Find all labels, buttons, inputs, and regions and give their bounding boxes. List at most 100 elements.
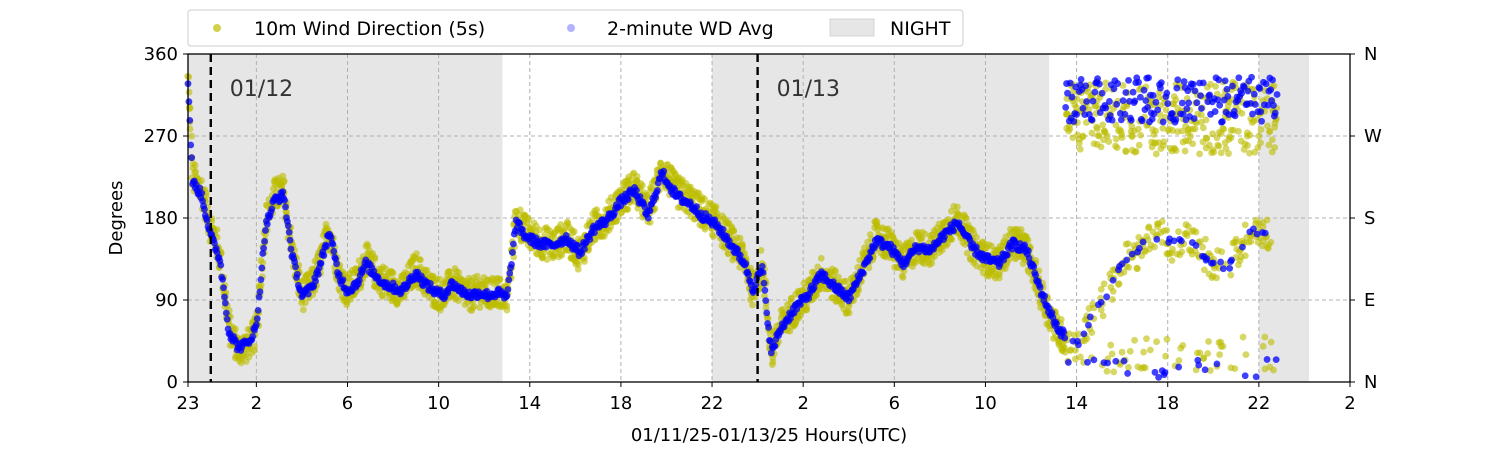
avg-point-1070: [1159, 118, 1167, 126]
raw-point-2557: [1203, 135, 1211, 142]
avg-point-1130: [1214, 96, 1222, 104]
avg-point-107: [282, 203, 289, 211]
raw-point-1319: [710, 232, 717, 240]
raw-point-291: [299, 306, 307, 314]
raw-point-801: [503, 302, 511, 310]
raw-point-488: [379, 293, 387, 300]
avg-point-1131: [1215, 76, 1223, 84]
raw-point-1659: [845, 309, 853, 317]
raw-point-1387: [736, 234, 744, 242]
raw-point-1915: [948, 236, 955, 243]
raw-point-2587: [1216, 351, 1224, 359]
raw-point-1825: [912, 259, 919, 267]
raw-point-2565: [1206, 367, 1214, 374]
raw-point-2360: [1124, 364, 1132, 371]
avg-point-3: [187, 141, 195, 149]
raw-point-2353: [1122, 148, 1130, 156]
raw-point-470: [371, 255, 379, 263]
x-tick-label-12: 22: [1247, 393, 1270, 414]
avg-point-1024: [1117, 116, 1125, 124]
raw-point-2404: [1143, 335, 1150, 343]
avg-point-1043: [1135, 78, 1142, 86]
raw-point-2454: [1163, 335, 1171, 343]
avg-point-990: [1086, 313, 1094, 321]
avg-point-741: [859, 269, 867, 277]
raw-point-2537: [1196, 349, 1204, 357]
avg-point-1030: [1123, 256, 1131, 264]
avg-point-633: [761, 286, 769, 294]
raw-point-2646: [1239, 333, 1247, 341]
legend-avg-label: 2-minute WD Avg: [607, 18, 774, 40]
raw-point-2314: [1107, 341, 1115, 349]
avg-point-1009: [1104, 359, 1111, 367]
raw-point-1928: [953, 203, 961, 211]
avg-point-1: [185, 98, 193, 106]
avg-point-558: [693, 203, 700, 210]
raw-point-2267: [1088, 329, 1096, 337]
avg-point-928: [1030, 263, 1038, 271]
legend-night-label: NIGHT: [890, 18, 951, 40]
avg-point-1036: [1128, 250, 1136, 258]
raw-point-2329: [1112, 121, 1120, 129]
raw-point-2295: [1099, 312, 1107, 320]
avg-point-41: [221, 299, 229, 307]
avg-point-631: [759, 269, 767, 276]
avg-point-1080: [1168, 109, 1176, 117]
raw-point-785: [496, 275, 504, 283]
avg-point-1169: [1249, 225, 1257, 233]
raw-point-168: [251, 343, 258, 350]
x-tick-label-1: 2: [251, 393, 262, 414]
avg-point-612: [742, 260, 750, 267]
raw-point-2664: [1246, 131, 1254, 139]
raw-point-2343: [1118, 131, 1126, 139]
avg-point-1185: [1264, 101, 1272, 109]
avg-point-355: [508, 261, 515, 268]
avg-point-970: [1068, 93, 1076, 101]
avg-point-111: [285, 228, 293, 236]
avg-point-972: [1070, 118, 1078, 125]
raw-point-2578: [1212, 83, 1219, 90]
raw-point-2320: [1110, 368, 1118, 376]
avg-point-84: [261, 237, 268, 245]
raw-point-970: [570, 228, 578, 235]
avg-point-982: [1079, 104, 1087, 112]
avg-point-1184: [1263, 356, 1271, 363]
avg-point-1177: [1257, 108, 1265, 116]
avg-point-1008: [1103, 293, 1111, 301]
y-tick-label-3: 270: [144, 126, 178, 147]
avg-point-1195: [1273, 91, 1281, 98]
avg-point-1136: [1219, 265, 1227, 273]
avg-point-1019: [1113, 100, 1121, 108]
avg-point-522: [660, 167, 668, 175]
x-tick-label-4: 14: [518, 393, 541, 414]
x-tick-label-6: 22: [701, 393, 724, 414]
avg-point-166: [335, 270, 343, 278]
raw-point-2361: [1125, 263, 1133, 271]
raw-point-18: [191, 162, 199, 169]
avg-point-78: [255, 293, 263, 301]
x-tick-label-13: 2: [1344, 393, 1355, 414]
raw-point-2592: [1217, 149, 1225, 157]
avg-point-1098: [1185, 99, 1193, 107]
raw-point-1103: [624, 205, 632, 213]
raw-point-2500: [1181, 147, 1189, 155]
avg-point-998: [1094, 75, 1101, 83]
avg-point-38: [219, 275, 227, 283]
raw-point-1956: [963, 249, 971, 257]
avg-point-1015: [1109, 276, 1117, 284]
avg-point-1167: [1248, 73, 1255, 81]
raw-point-934: [557, 221, 565, 228]
legend-box: [187, 9, 964, 47]
avg-point-923: [1025, 254, 1033, 262]
x-tick-label-5: 18: [609, 393, 632, 414]
avg-point-507: [646, 207, 654, 215]
avg-point-1064: [1154, 106, 1162, 114]
raw-point-2430: [1153, 338, 1160, 346]
legend-raw-marker: [213, 24, 221, 32]
raw-point-2507: [1183, 232, 1191, 240]
raw-point-2426: [1152, 127, 1160, 135]
x-tick-label-0: 23: [177, 393, 200, 414]
raw-point-2303: [1102, 79, 1110, 87]
raw-point-2636: [1234, 127, 1242, 135]
